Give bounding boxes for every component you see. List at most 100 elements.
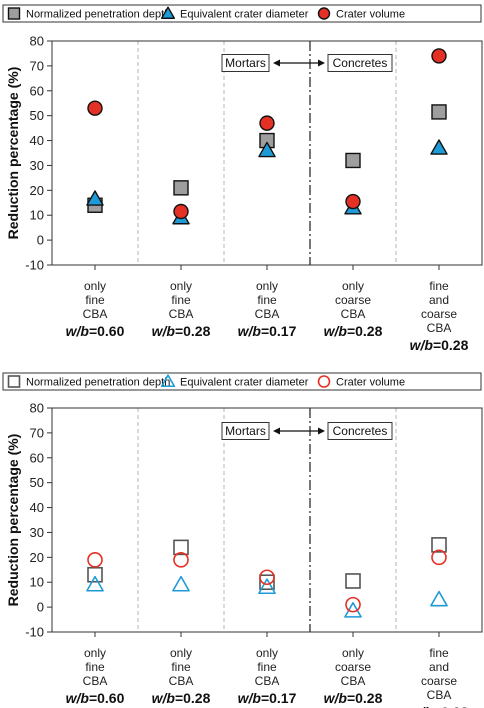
category-label: CBA <box>83 307 108 321</box>
legend-label: Equivalent crater diameter <box>180 377 309 389</box>
legend-box <box>2 372 482 391</box>
wb-ratio-label: w/b=0.28 <box>324 323 383 339</box>
wb-value: =0.28 <box>433 704 469 708</box>
category-label: CBA <box>427 688 452 702</box>
zone-arrow-right-head <box>318 427 325 435</box>
wb-ratio-label: w/b=0.17 <box>238 690 297 706</box>
legend-marker-triangle <box>160 6 176 19</box>
wb-symbol: w/b <box>66 323 90 339</box>
y-tick-label: 40 <box>30 133 44 148</box>
chart-panel-a: ANormalized penetration depthEquivalent … <box>2 3 483 353</box>
category-label: CBA <box>427 321 452 335</box>
category-label: fine <box>171 293 191 307</box>
wb-ratio-label: w/b=0.28 <box>152 323 211 339</box>
legend-marker-circle <box>317 375 331 388</box>
data-point-circle <box>431 549 447 566</box>
wb-value: =0.60 <box>89 690 125 706</box>
category-label: fine <box>429 279 449 293</box>
wb-ratio-label: w/b=0.28 <box>324 690 383 706</box>
wb-ratio-label: w/b=0.17 <box>238 323 297 339</box>
category-label: CBA <box>83 674 108 688</box>
y-tick-label: 0 <box>37 233 44 248</box>
wb-ratio-label: w/b=0.28 <box>152 690 211 706</box>
wb-ratio-label: w/b=0.28 <box>410 337 469 353</box>
y-tick-label: 50 <box>30 108 44 123</box>
legend-marker-triangle <box>160 374 176 388</box>
data-point-circle <box>87 100 103 116</box>
legend-label: Normalized penetration depth <box>26 9 170 21</box>
category-label: and <box>429 660 449 674</box>
wb-value: =0.28 <box>433 337 469 353</box>
wb-symbol: w/b <box>324 690 348 706</box>
data-point-square <box>345 152 361 169</box>
wb-symbol: w/b <box>152 690 176 706</box>
category-label: CBA <box>255 307 280 321</box>
y-tick-label: 30 <box>30 158 44 173</box>
category-label: fine <box>85 293 105 307</box>
data-point-triangle <box>258 141 276 158</box>
y-tick-label: 10 <box>30 575 44 590</box>
category-label: and <box>429 293 449 307</box>
concretes-box <box>327 422 393 440</box>
concretes-label: Concretes <box>333 424 388 438</box>
y-tick-label: 20 <box>30 550 44 565</box>
concretes-label: Concretes <box>333 56 388 70</box>
data-point-square <box>345 573 361 589</box>
chart-panel-b: BNormalized penetration depthEquivalent … <box>2 371 483 708</box>
data-point-square <box>87 566 103 583</box>
wb-symbol: w/b <box>66 690 90 706</box>
category-label: coarse <box>335 660 371 674</box>
y-axis-label: Reduction percentage (%) <box>5 67 21 240</box>
category-label: only <box>84 279 106 293</box>
y-tick-label: 80 <box>30 401 44 416</box>
wb-ratio-label: w/b=0.60 <box>66 690 125 706</box>
data-point-square <box>431 104 447 120</box>
data-point-triangle <box>430 139 448 155</box>
data-point-circle <box>431 48 447 64</box>
legend-label: Equivalent crater diameter <box>180 9 309 21</box>
wb-value: =0.28 <box>347 690 383 706</box>
y-tick-label: 60 <box>30 83 44 98</box>
category-label: CBA <box>169 307 194 321</box>
category-label: only <box>256 279 278 293</box>
wb-value: =0.60 <box>89 323 125 339</box>
wb-value: =0.17 <box>261 323 297 339</box>
category-label: coarse <box>335 293 371 307</box>
category-label: fine <box>429 646 449 660</box>
data-point-triangle <box>86 575 104 592</box>
data-point-square <box>173 180 189 196</box>
data-point-circle <box>87 552 103 568</box>
wb-value: =0.28 <box>347 323 383 339</box>
wb-value: =0.28 <box>175 323 211 339</box>
data-point-triangle <box>86 190 104 206</box>
wb-symbol: w/b <box>324 323 348 339</box>
category-label: only <box>84 646 106 660</box>
category-label: CBA <box>341 307 366 321</box>
mortars-label: Mortars <box>225 56 266 70</box>
data-point-triangle <box>430 590 448 607</box>
wb-symbol: w/b <box>152 323 176 339</box>
data-point-circle <box>259 115 275 131</box>
legend-box <box>2 4 482 23</box>
data-point-triangle <box>258 578 276 595</box>
y-tick-label: 80 <box>30 34 44 49</box>
category-label: fine <box>85 660 105 674</box>
category-label: CBA <box>169 674 194 688</box>
y-axis-label: Reduction percentage (%) <box>5 434 21 607</box>
category-label: fine <box>257 660 277 674</box>
wb-ratio-label: w/b=0.60 <box>66 323 125 339</box>
data-point-circle <box>345 596 361 613</box>
wb-symbol: w/b <box>410 704 434 708</box>
category-label: only <box>170 279 192 293</box>
concretes-box <box>327 54 393 72</box>
category-label: fine <box>171 660 191 674</box>
plot-frame <box>51 407 483 633</box>
category-label: coarse <box>421 307 457 321</box>
mortars-box <box>221 54 270 72</box>
legend-label: Crater volume <box>336 9 405 21</box>
legend-marker-circle <box>317 7 331 20</box>
legend-label: Normalized penetration depth <box>26 377 170 389</box>
legend-label: Crater volume <box>336 377 405 389</box>
category-label: CBA <box>341 674 366 688</box>
